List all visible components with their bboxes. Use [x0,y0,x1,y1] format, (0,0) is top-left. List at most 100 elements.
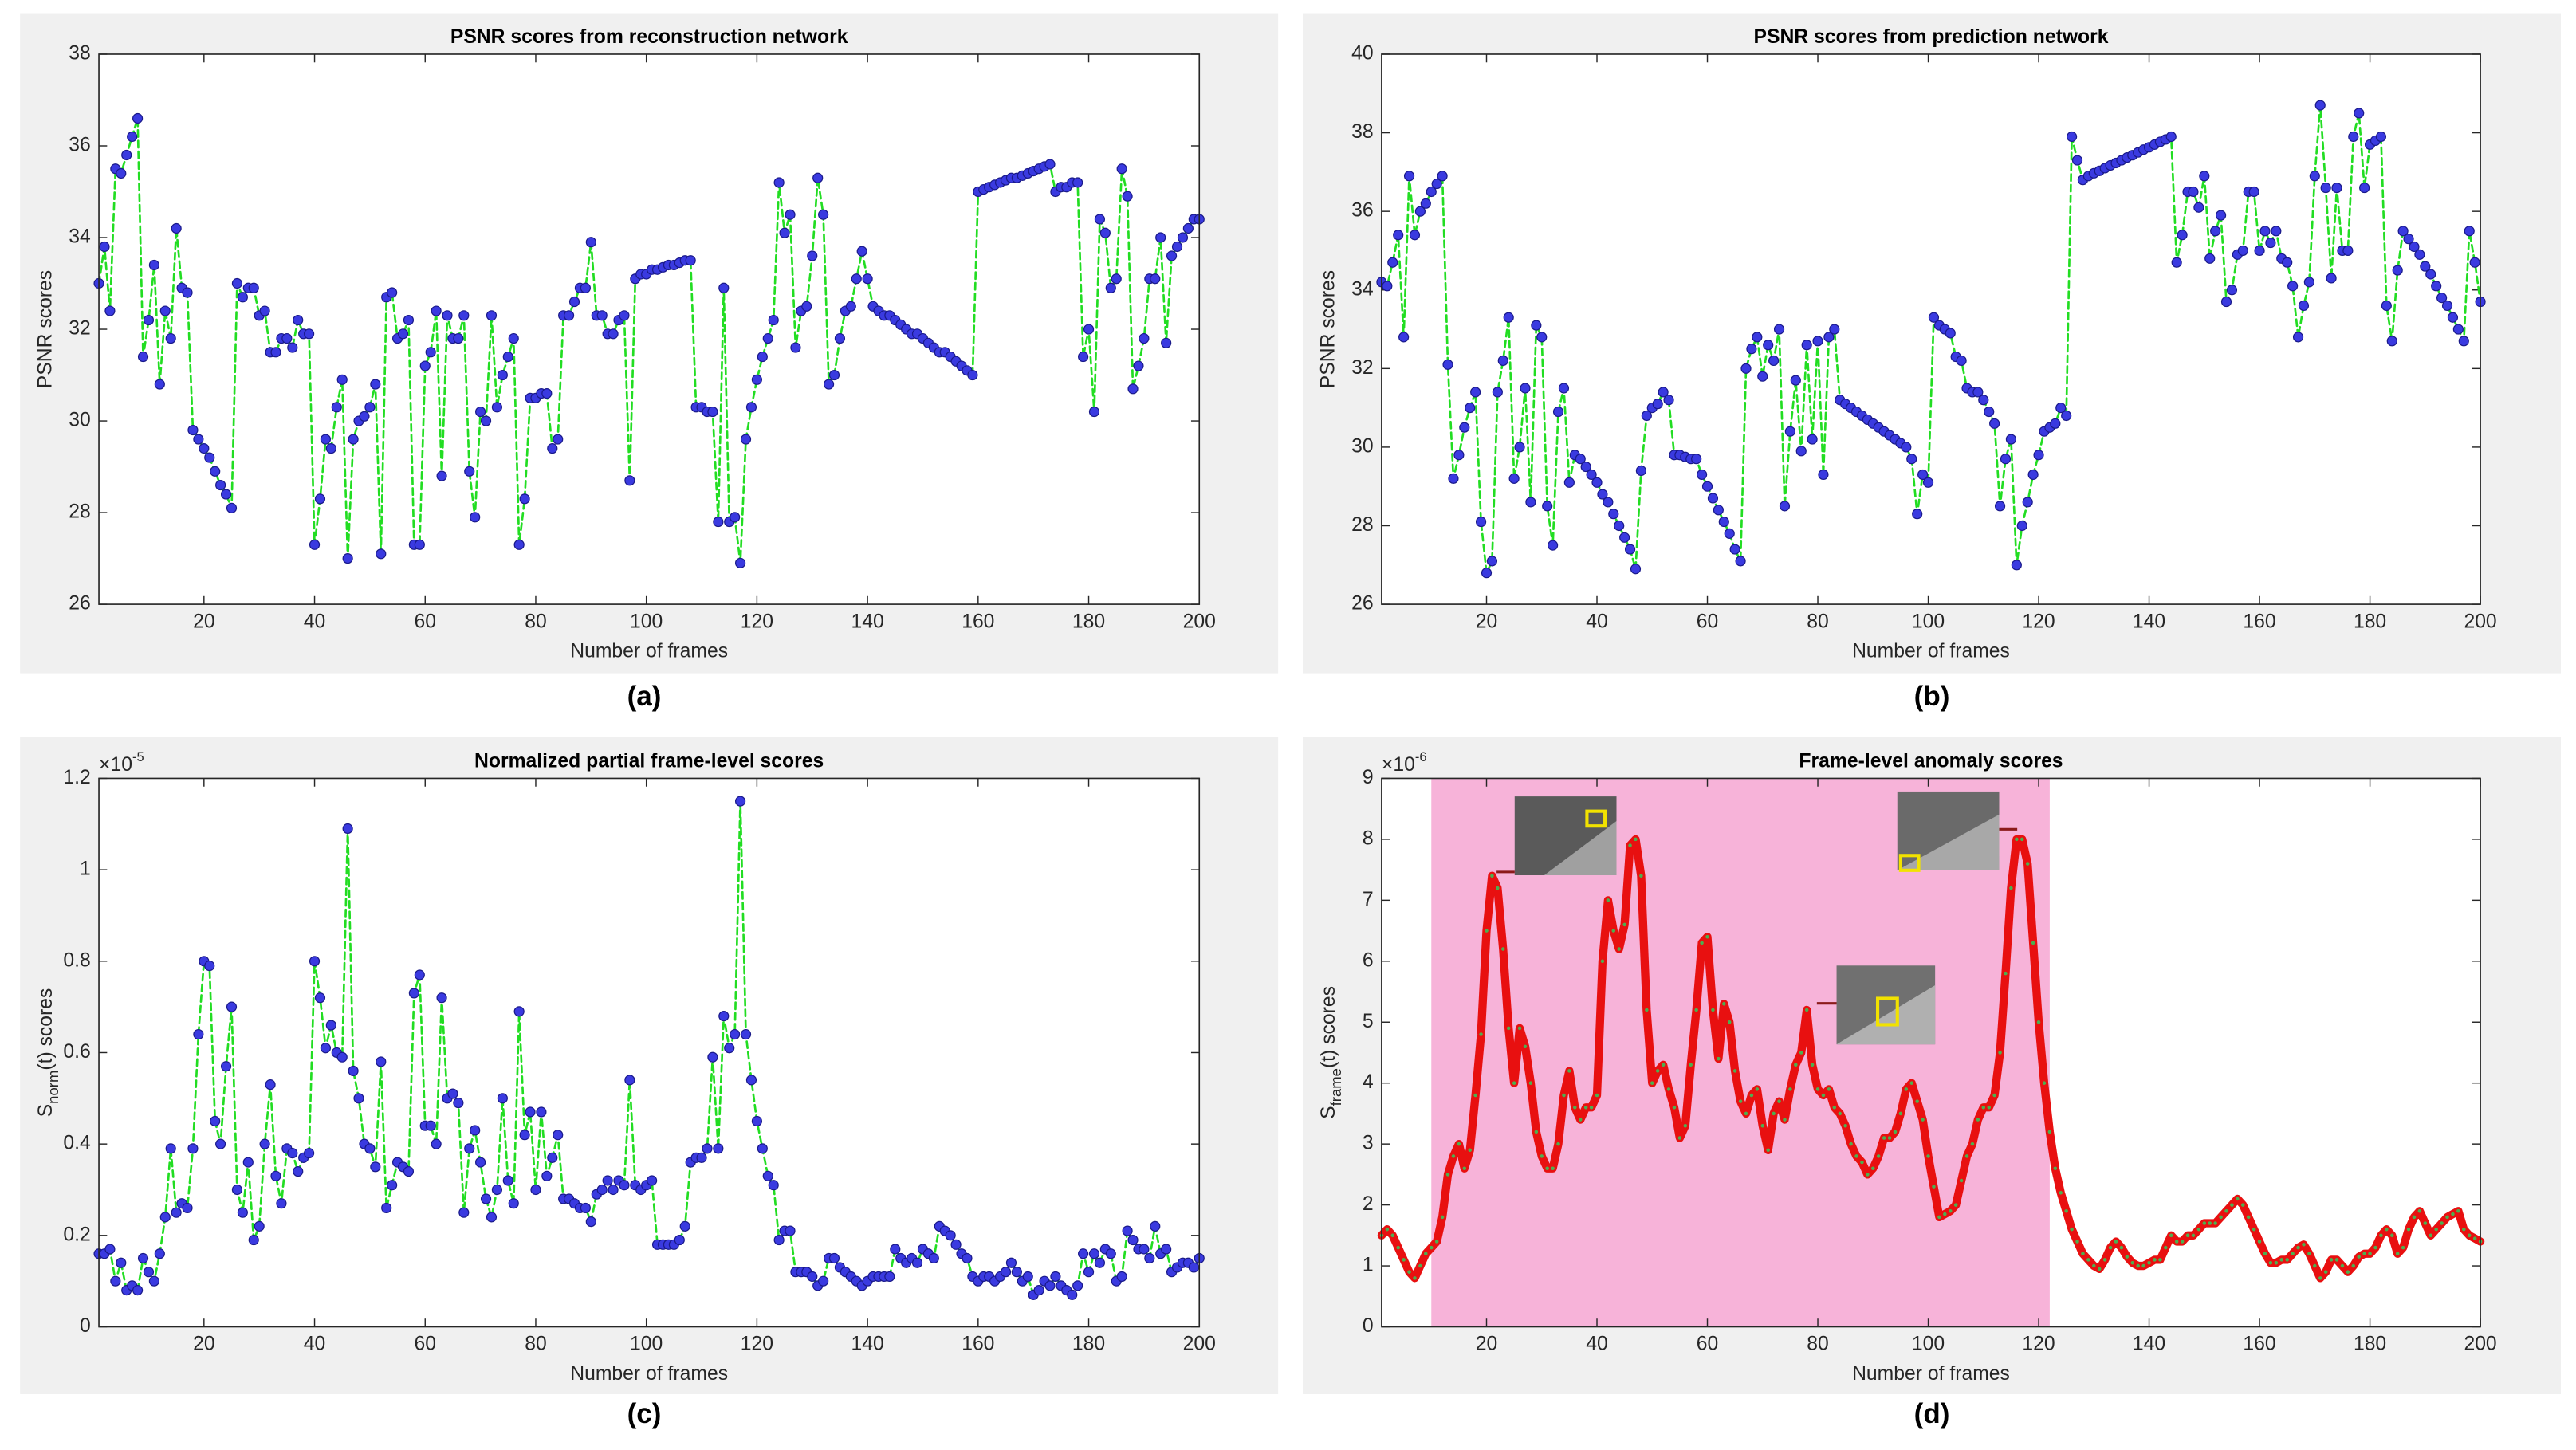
data-point [790,342,801,353]
data-point [2241,1203,2245,1207]
data-point [1672,1106,1677,1110]
data-point [2081,1252,2085,1256]
data-point [2036,1020,2041,1024]
data-point [2452,324,2464,335]
data-point [1655,1069,1660,1073]
data-point [1122,1225,1133,1236]
data-point [419,360,431,371]
data-point [331,402,342,413]
data-point [1810,1063,1815,1067]
data-point [734,796,746,807]
data-point [702,1143,713,1154]
data-point [314,493,326,505]
data-point [828,369,840,381]
data-point [281,332,293,344]
data-point [320,1043,332,1054]
x-tick-label: 160 [2243,611,2275,632]
data-point [1514,442,1525,453]
data-point [1815,1087,1820,1091]
data-point [2414,249,2425,260]
data-point [1078,1248,1089,1259]
y-tick-label: 0.8 [63,949,90,971]
data-point [364,1143,376,1154]
data-point [265,1079,276,1090]
data-point [2447,312,2459,323]
x-tick-label: 80 [1807,611,1829,632]
data-point [2271,226,2282,237]
data-point [171,1207,182,1218]
data-point [2314,100,2326,111]
data-point [1420,198,1431,209]
axes-box [1381,777,2481,1328]
data-point [856,246,867,257]
data-point [148,259,159,271]
data-point [541,387,553,399]
y-axis-label-sub: frame [1327,1068,1344,1106]
data-point [480,1193,492,1204]
data-point [624,475,635,486]
data-point [1799,1051,1803,1055]
data-point [2102,1258,2107,1262]
data-point [453,332,464,344]
x-tick-label: 200 [2464,1334,2496,1355]
data-point [1772,1111,1776,1116]
data-point [475,406,486,418]
data-point [431,1138,442,1149]
data-point [2451,1212,2455,1216]
data-point [2248,186,2259,198]
data-point [707,1051,718,1063]
data-point [2254,245,2265,257]
data-point [619,1180,630,1191]
y-axis-label-rest: (t) scores [1318,986,1339,1068]
data-point [768,1180,779,1191]
data-point [414,969,425,980]
data-point [2440,1221,2444,1225]
data-point [1624,544,1636,555]
data-point [1468,1148,1472,1153]
data-point [1943,1212,1947,1216]
data-point [1713,505,1724,516]
data-point [962,1252,973,1264]
data-point [2230,1203,2234,1207]
data-point [2309,171,2320,182]
data-point [1116,163,1127,175]
y-tick-label: 2 [1363,1193,1374,1215]
data-point [2263,1252,2267,1256]
data-point [336,374,348,385]
x-tick-label: 60 [415,611,437,632]
data-point [1413,1276,1417,1280]
data-point [1898,1111,1903,1116]
data-point [159,305,171,316]
y-axis-label-rest: (t) scores [35,988,57,1071]
x-tick-label: 120 [2022,1334,2055,1355]
data-point [143,314,155,326]
data-point [1050,1271,1061,1283]
data-point [707,406,718,418]
data-point [2022,497,2033,508]
data-point [1705,934,1709,939]
data-point [309,539,321,550]
data-point [159,1212,171,1223]
data-point [2202,1221,2207,1225]
data-point [508,1198,519,1209]
axes-background [99,53,1200,605]
x-tick-label: 120 [2022,611,2055,632]
data-point [348,434,359,445]
data-point [1650,1081,1654,1085]
data-point [2185,1233,2190,1238]
data-point [210,466,221,477]
data-point [945,1230,956,1241]
data-point [2215,210,2227,221]
data-point [2136,1263,2140,1268]
data-point [530,1184,541,1196]
data-point [1628,843,1632,847]
data-point [519,493,530,505]
data-point [2395,1252,2400,1256]
data-point [1144,1252,1155,1264]
data-point [359,411,370,422]
data-point [807,1271,818,1283]
y-axis-label-sub: norm [45,1071,62,1104]
data-point [2329,1258,2334,1262]
data-point [1497,355,1508,367]
